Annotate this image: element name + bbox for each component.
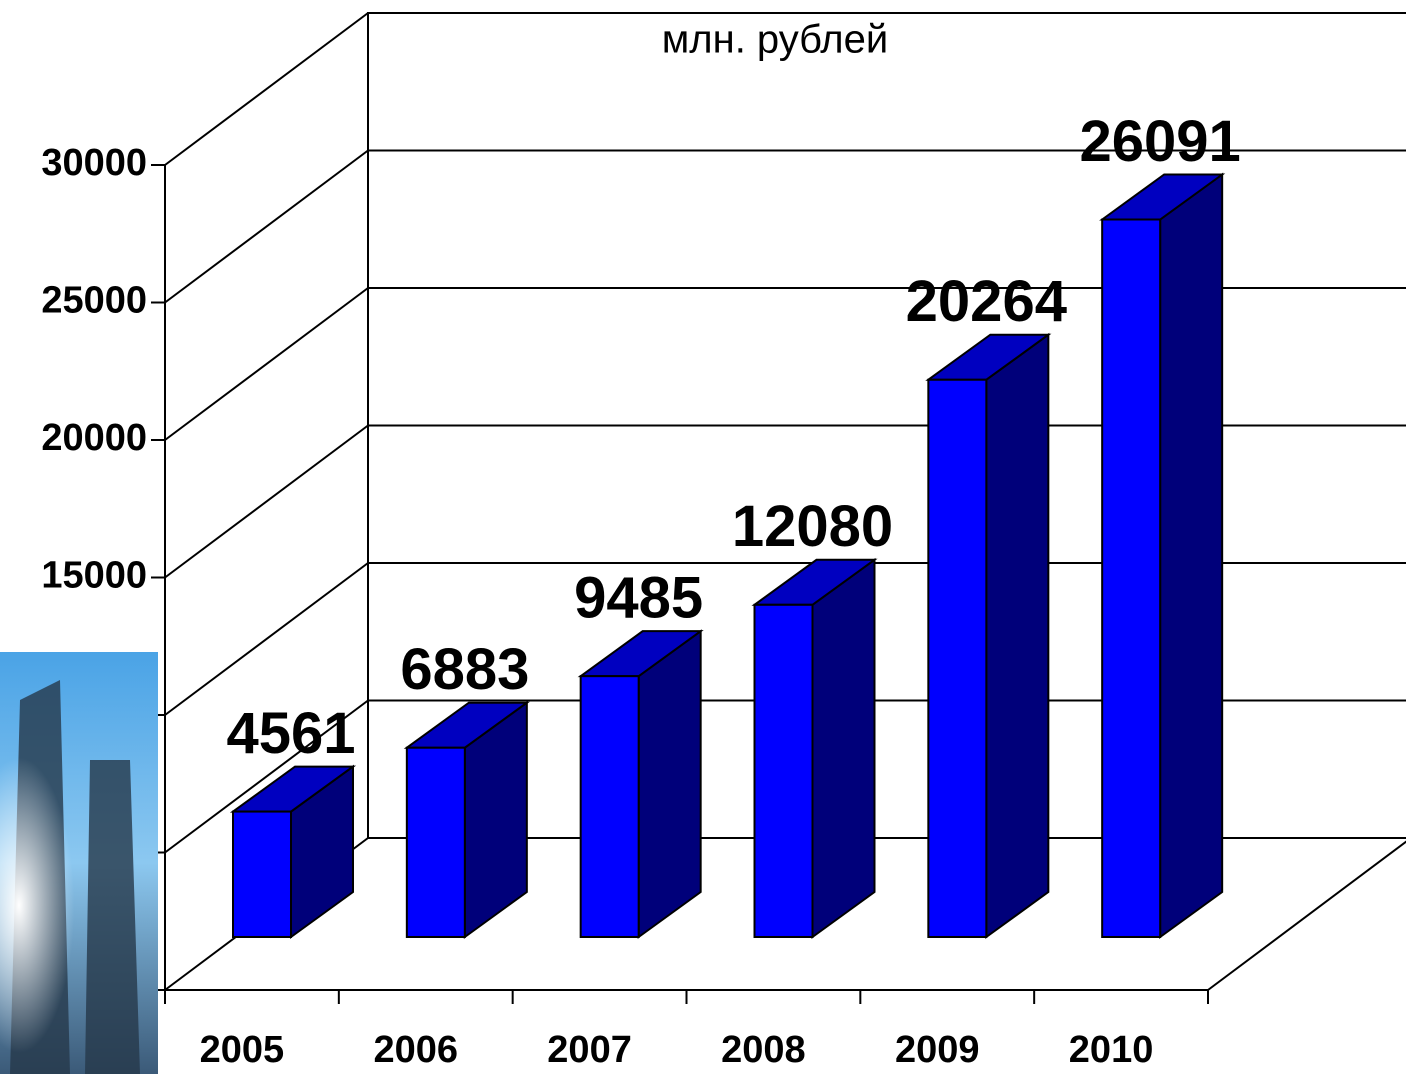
bar: [579, 675, 640, 938]
x-tick-label: 2006: [373, 1029, 458, 1071]
side-grid-line: [164, 699, 369, 854]
side-grid-line: [164, 149, 369, 304]
side-grid-line: [164, 12, 369, 166]
x-tick-label: 2008: [721, 1029, 806, 1071]
side-grid-line: [164, 424, 369, 579]
bar: [232, 810, 292, 939]
bar: [927, 378, 988, 938]
bar: [753, 603, 814, 938]
bar-side: [637, 629, 702, 939]
unit-title: млн. рублей: [662, 18, 888, 62]
bar-side: [811, 557, 876, 939]
value-label: 20264: [906, 269, 1067, 334]
value-label: 4561: [226, 701, 355, 766]
bar-side: [985, 332, 1050, 939]
bar: [405, 746, 466, 939]
x-tick-label: 2010: [1069, 1029, 1154, 1071]
value-label: 26091: [1080, 109, 1241, 174]
y-tick-label: 15000: [41, 555, 147, 597]
value-label: 9485: [574, 565, 703, 630]
bar-side: [1159, 172, 1224, 939]
x-tick-label: 2007: [547, 1029, 632, 1071]
floor-edge: [1207, 840, 1406, 991]
y-tick-label: 30000: [41, 142, 147, 184]
photo: [0, 652, 158, 1074]
side-grid-line: [164, 562, 369, 716]
value-label: 12080: [732, 494, 893, 559]
y-tick-label: 25000: [41, 280, 147, 322]
x-tick-label: 2009: [895, 1029, 980, 1071]
bar: [1101, 218, 1162, 938]
value-label: 6883: [400, 637, 529, 702]
bars: 4561 6883 9485 12080 20264 26091: [226, 109, 1241, 939]
y-tick-label: 20000: [41, 417, 147, 459]
side-grid-line: [164, 287, 369, 441]
x-tick-label: 2005: [200, 1029, 285, 1071]
